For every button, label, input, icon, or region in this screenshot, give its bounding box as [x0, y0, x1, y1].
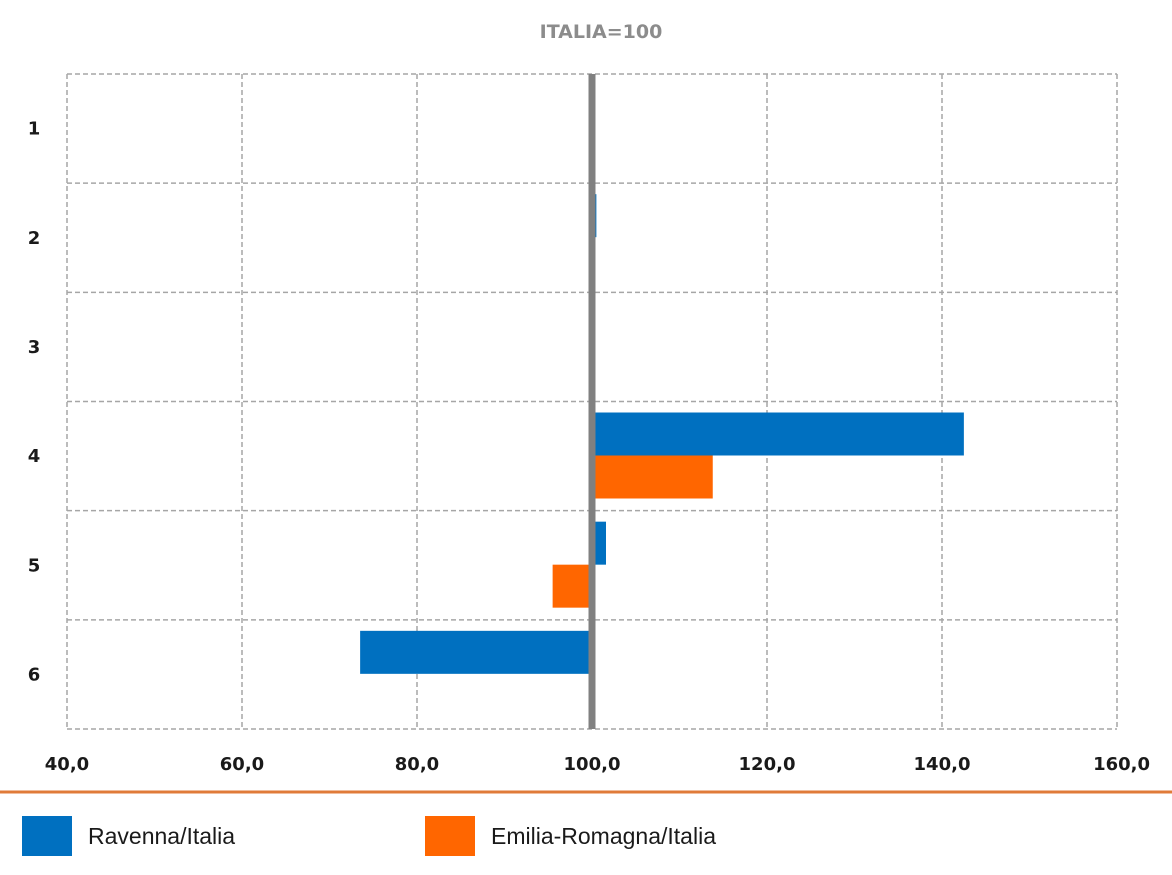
chart: ITALIA=100 1 2 3 4 5 6 40,0 60,0 80,0 100,0 120,0…: [0, 21, 1172, 794]
category-label: 2: [28, 228, 41, 249]
legend-label-ravenna: Ravenna/Italia: [88, 822, 236, 849]
bar-ravenna-4: [592, 412, 964, 456]
x-tick-label: 140,0: [914, 754, 971, 775]
legend: Ravenna/Italia Emilia-Romagna/Italia: [0, 816, 1172, 866]
bars: [360, 85, 964, 674]
category-label: 3: [28, 337, 41, 358]
bar-emilia-romagna-5: [552, 564, 592, 608]
x-tick-label: 40,0: [45, 754, 89, 775]
legend-label-emilia-romagna: Emilia-Romagna/Italia: [491, 822, 716, 849]
category-label: 6: [28, 664, 41, 685]
x-tick-label: 160,0: [1093, 754, 1150, 775]
x-tick-label: 100,0: [564, 754, 621, 775]
bar-emilia-romagna-4: [592, 455, 713, 499]
chart-title: ITALIA=100: [540, 21, 663, 43]
category-labels: 1 2 3 4 5 6: [28, 119, 41, 686]
x-tick-label: 120,0: [739, 754, 796, 775]
x-tick-label: 60,0: [220, 754, 264, 775]
category-label: 1: [28, 119, 41, 140]
legend-item-emilia-romagna: Emilia-Romagna/Italia: [425, 816, 716, 856]
legend-swatch-ravenna: [22, 816, 72, 856]
x-axis-ticks: 40,0 60,0 80,0 100,0 120,0 140,0 160,0: [45, 754, 1150, 775]
bar-ravenna-6: [360, 630, 592, 674]
legend-item-ravenna: Ravenna/Italia: [22, 816, 235, 856]
x-tick-label: 80,0: [395, 754, 439, 775]
legend-swatch-emilia-romagna: [425, 816, 475, 856]
category-label: 4: [28, 446, 41, 467]
category-label: 5: [28, 555, 41, 576]
